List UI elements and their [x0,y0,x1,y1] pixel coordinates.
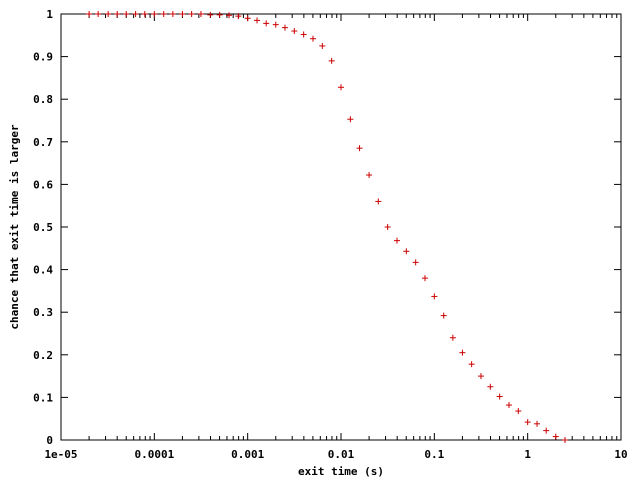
data-point [496,393,503,400]
data-point [431,293,438,300]
y-tick-label: 0.7 [33,136,53,149]
data-point [459,349,466,356]
data-point [272,21,279,28]
data-point [561,437,568,443]
data-point [300,31,307,38]
data-point [226,12,233,19]
y-axis-label: chance that exit time is larger [8,124,21,330]
plot-frame [60,13,622,441]
data-point [254,17,261,24]
data-point [281,24,288,31]
x-tick-label: 0.01 [328,448,355,461]
y-tick-label: 0.4 [33,264,53,277]
data-point [384,224,391,230]
x-axis-label: exit time (s) [298,465,384,478]
y-tick-label: 0.9 [33,51,53,64]
data-point [207,11,214,18]
data-point [291,28,298,35]
data-point [179,11,186,17]
data-point [235,13,242,20]
y-tick-label: 0.8 [33,93,53,106]
data-point [86,11,93,17]
data-point [421,275,428,282]
x-tick-label: 0.001 [231,448,264,461]
y-tick-label: 1 [46,8,53,21]
data-point [524,419,531,426]
data-point [197,11,204,17]
data-point [263,20,270,27]
data-point [412,259,419,266]
y-tick-label: 0 [46,434,53,447]
data-point [244,15,251,22]
data-point [366,172,373,179]
y-tick-label: 0.3 [33,306,53,319]
data-point [375,198,382,205]
y-tick-label: 0.1 [33,391,53,404]
x-axis: 1e-05 0.0001 0.001 0.01 0.1 1 10 [44,14,628,461]
data-point [160,11,167,17]
x-tick-label: 10 [614,448,627,461]
data-point [534,420,541,427]
data-point [309,35,316,42]
data-point [347,116,354,123]
x-tick-label: 1e-05 [44,448,77,461]
data-point [169,11,176,17]
data-point [552,433,559,440]
data-point [449,334,456,341]
data-point [356,145,363,152]
data-point [114,11,121,17]
data-point [487,383,494,390]
y-tick-label: 0.6 [33,178,53,191]
data-point [506,402,513,409]
data-point [95,11,102,17]
data-point [132,11,139,17]
data-point [338,84,344,91]
x-tick-label: 0.0001 [134,448,174,461]
data-point [188,11,195,17]
data-point [123,11,130,17]
y-axis: 0 0.1 0.2 0.3 0.4 0.5 0.6 0.7 0.8 0.9 1 [33,8,621,447]
y-tick-label: 0.5 [33,221,53,234]
data-point [403,248,410,255]
data-point [141,11,148,17]
data-point [319,42,326,49]
y-tick-label: 0.2 [33,349,53,362]
data-point [328,57,335,64]
x-tick-label: 0.1 [424,448,444,461]
data-point [105,11,112,17]
data-point [393,237,400,244]
data-series [86,11,568,443]
data-point [543,427,550,434]
data-point [440,312,447,319]
data-point [515,408,522,415]
data-point [468,361,475,368]
data-point [151,11,158,17]
data-point [216,11,223,18]
data-point [477,373,484,380]
x-tick-label: 1 [524,448,531,461]
